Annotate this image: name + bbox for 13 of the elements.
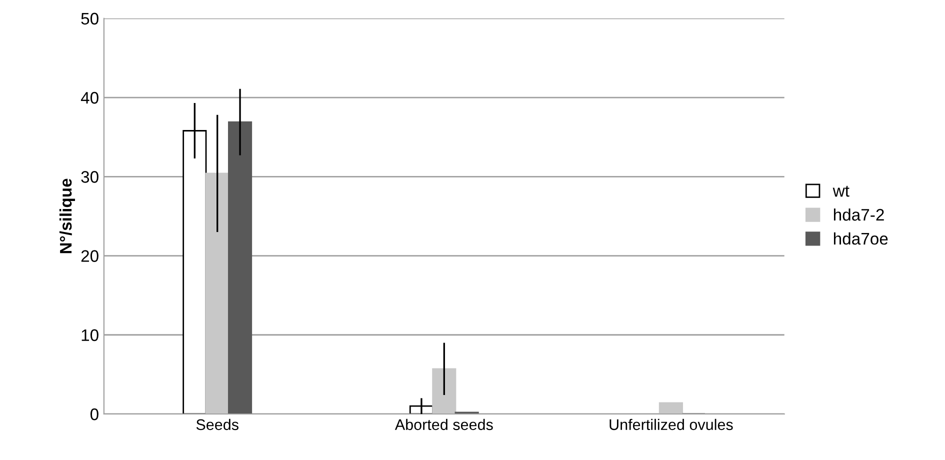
legend-label: hda7oe [834,232,888,245]
y-tick-label: 20 [81,250,98,262]
x-tick-label: Seeds [196,418,238,430]
y-tick-label: 10 [82,329,98,342]
legend-label: hda7-2 [834,208,884,221]
y-tick-label: 0 [90,408,98,420]
y-tick-label: 50 [81,12,98,25]
y-tick-label: 40 [80,92,98,104]
y-tick-label: 30 [81,171,98,183]
legend-label: wt [832,186,850,197]
x-tick-label: Aborted seeds [394,418,493,430]
y-axis-title: N°/silique [59,178,75,254]
x-tick-label: Unfertilized ovules [610,418,733,430]
